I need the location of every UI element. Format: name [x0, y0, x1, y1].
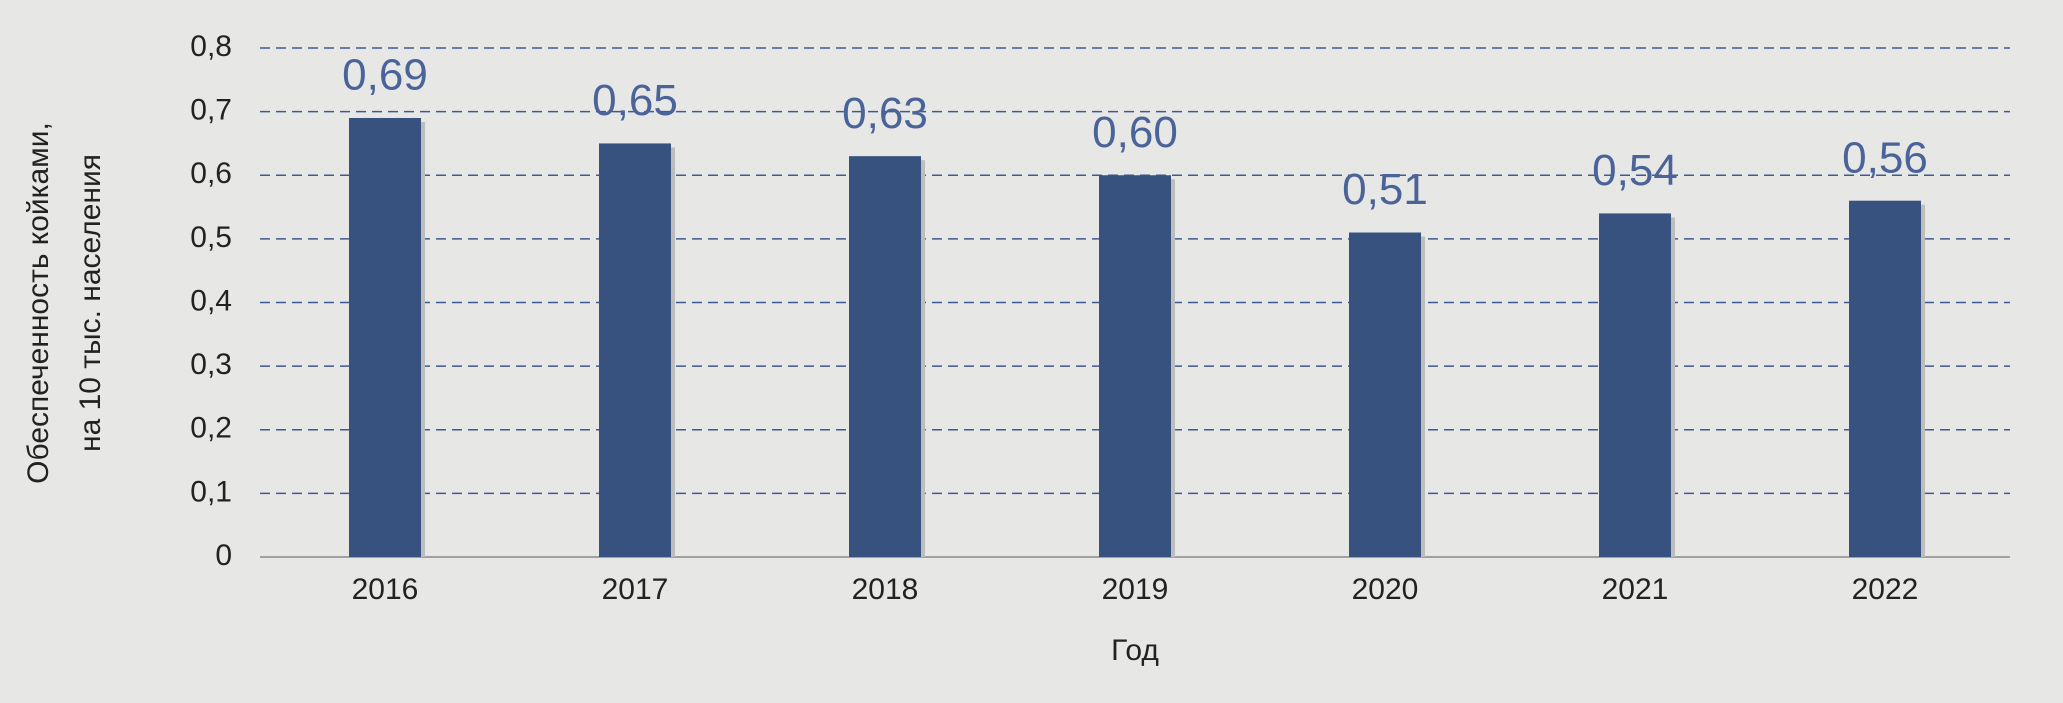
bar: [1349, 232, 1421, 557]
y-tick-label: 0,1: [190, 475, 232, 508]
bar: [1099, 175, 1171, 557]
value-label: 0,69: [342, 51, 428, 100]
x-tick-label: 2018: [852, 573, 919, 606]
y-axis-label-line: на 10 тыс. населения: [74, 154, 107, 452]
bar: [849, 156, 921, 557]
y-axis-label-line: Обеспеченность койками,: [22, 122, 55, 484]
x-axis-label: Год: [1111, 634, 1159, 667]
y-tick-label: 0,4: [190, 284, 232, 317]
x-tick-label: 2020: [1352, 573, 1419, 606]
bar: [599, 143, 671, 557]
value-label: 0,65: [592, 76, 678, 125]
y-tick-label: 0,3: [190, 348, 232, 381]
y-tick-label: 0,7: [190, 94, 232, 127]
bar: [1849, 200, 1921, 557]
bar: [1599, 213, 1671, 558]
x-tick-label: 2019: [1102, 573, 1169, 606]
value-label: 0,60: [1092, 108, 1178, 157]
value-label: 0,51: [1342, 165, 1428, 214]
x-tick-label: 2017: [602, 573, 669, 606]
value-label: 0,63: [842, 89, 928, 138]
y-tick-label: 0,5: [190, 221, 232, 254]
x-tick-label: 2021: [1602, 573, 1669, 606]
x-tick-label: 2016: [352, 573, 419, 606]
value-label: 0,56: [1842, 133, 1928, 182]
y-tick-label: 0,6: [190, 157, 232, 190]
y-tick-label: 0,8: [190, 30, 232, 63]
y-axis-label: Обеспеченность койками, на 10 тыс. насел…: [22, 122, 107, 484]
y-tick-label: 0: [215, 539, 232, 572]
bar: [349, 117, 421, 558]
y-tick-label: 0,2: [190, 412, 232, 445]
x-tick-label: 2022: [1852, 573, 1919, 606]
value-label: 0,54: [1592, 146, 1678, 195]
